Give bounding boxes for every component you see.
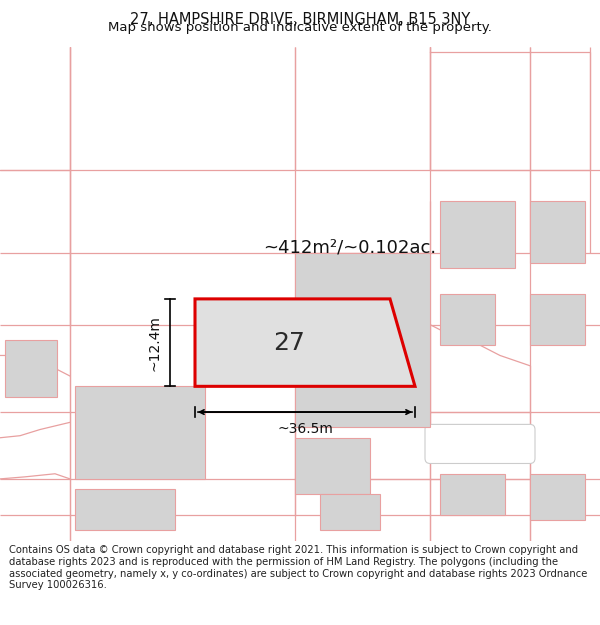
Text: ~36.5m: ~36.5m <box>277 422 333 436</box>
Bar <box>530 474 585 520</box>
Bar <box>440 474 505 515</box>
Bar <box>530 294 585 345</box>
Bar <box>320 494 380 531</box>
Text: ~412m²/~0.102ac.: ~412m²/~0.102ac. <box>263 239 437 256</box>
Polygon shape <box>195 299 415 386</box>
Bar <box>75 386 205 479</box>
Text: ~12.4m: ~12.4m <box>148 314 162 371</box>
Bar <box>440 294 495 345</box>
Bar <box>440 201 515 268</box>
Bar <box>295 253 430 428</box>
Bar <box>75 489 175 531</box>
Bar <box>530 201 585 263</box>
Bar <box>5 340 57 397</box>
Bar <box>295 438 370 494</box>
FancyBboxPatch shape <box>425 424 535 464</box>
Text: Map shows position and indicative extent of the property.: Map shows position and indicative extent… <box>108 21 492 34</box>
Text: 27: 27 <box>273 331 305 354</box>
Text: Contains OS data © Crown copyright and database right 2021. This information is : Contains OS data © Crown copyright and d… <box>9 545 587 590</box>
Text: 27, HAMPSHIRE DRIVE, BIRMINGHAM, B15 3NY: 27, HAMPSHIRE DRIVE, BIRMINGHAM, B15 3NY <box>130 12 470 27</box>
